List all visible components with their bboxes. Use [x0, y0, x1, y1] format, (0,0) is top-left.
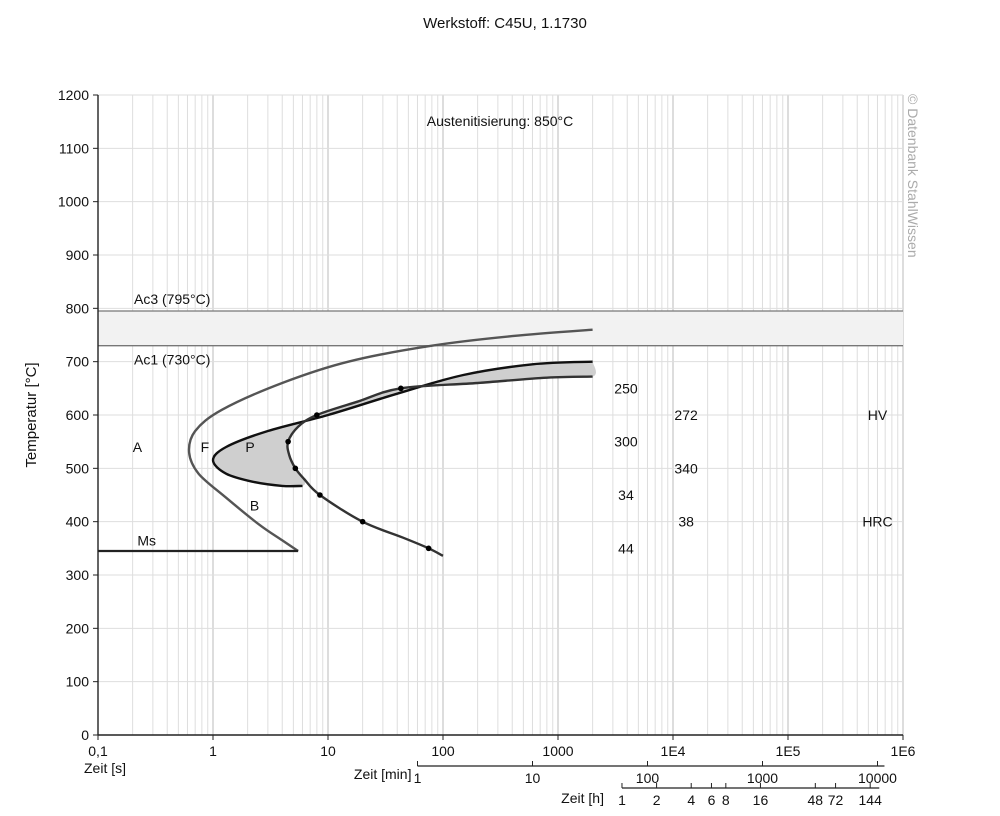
ac1-label: Ac1 (730°C) — [134, 352, 210, 368]
x-tick-label-minutes: 10 — [525, 770, 541, 786]
x-tick-label-seconds: 1E4 — [661, 743, 686, 759]
x-tick-label-minutes: 1000 — [747, 770, 778, 786]
curves — [98, 328, 596, 557]
y-tick-label: 900 — [66, 247, 90, 263]
ferrite-start-curve — [187, 328, 593, 552]
curve-marker — [314, 412, 320, 418]
hardness-hrc-value: 44 — [618, 540, 634, 556]
curve-marker — [292, 465, 299, 472]
y-tick-label: 200 — [66, 620, 90, 636]
hardness-hrc-value: 38 — [678, 514, 694, 530]
watermark: © Datenbank StahlWissen — [905, 94, 921, 258]
x-tick-label-seconds: 1 — [209, 743, 217, 759]
hardness-hv-value: 340 — [674, 460, 698, 476]
x-tick-label-hours: 72 — [828, 792, 844, 808]
curve-marker — [285, 438, 291, 445]
x-tick-label-seconds: 1E6 — [891, 743, 916, 759]
y-tick-label: 1200 — [58, 87, 89, 103]
x-tick-label-seconds: 0,1 — [88, 743, 108, 759]
axes: 0100200300400500600700800900100011001200… — [58, 87, 916, 808]
ac-band-fill — [98, 311, 903, 346]
region-label: A — [133, 439, 143, 455]
pearlite-end-curve — [286, 375, 593, 557]
y-tick-label: 100 — [66, 674, 90, 690]
y-tick-label: 0 — [81, 727, 89, 743]
y-tick-label: 800 — [66, 300, 90, 316]
pearlite-start-curve — [211, 360, 593, 488]
x-axis-title-minutes: Zeit [min] — [354, 766, 412, 782]
grid — [97, 94, 904, 736]
x-axis-title-seconds: Zeit [s] — [84, 760, 126, 776]
hrc-label: HRC — [862, 514, 892, 530]
curve-marker — [425, 545, 432, 552]
hv-label: HV — [868, 407, 888, 423]
x-tick-label-hours: 48 — [808, 792, 824, 808]
region-label: P — [245, 439, 254, 455]
labels: Ac3 (795°C) Ac1 (730°C) A F P B Ms 250 272 300 340… — [133, 291, 893, 556]
austenitizing-label: Austenitisierung: 850°C — [427, 113, 573, 129]
curve-marker — [398, 385, 404, 392]
y-tick-label: 1000 — [58, 194, 89, 210]
chart-title: Werkstoff: C45U, 1.1730 — [423, 15, 587, 32]
x-tick-label-hours: 144 — [859, 792, 883, 808]
y-tick-label: 1100 — [59, 140, 89, 156]
region-label: Ms — [137, 532, 156, 548]
x-tick-label-seconds: 1E5 — [776, 743, 801, 759]
curve-marker — [359, 518, 366, 525]
ac3-label: Ac3 (795°C) — [134, 291, 210, 307]
x-tick-label-hours: 8 — [722, 792, 730, 808]
region-label: F — [201, 439, 210, 455]
pearlite-region — [213, 361, 596, 487]
hardness-hv-value: 272 — [674, 407, 698, 423]
x-tick-label-minutes: 100 — [636, 770, 660, 786]
x-tick-label-hours: 1 — [618, 792, 626, 808]
hardness-hrc-value: 34 — [618, 487, 634, 503]
hardness-hv-value: 300 — [614, 434, 638, 450]
x-tick-label-minutes: 10000 — [858, 770, 897, 786]
x-tick-label-hours: 6 — [708, 792, 716, 808]
x-tick-label-hours: 2 — [653, 792, 661, 808]
x-tick-label-minutes: 1 — [414, 770, 422, 786]
curve-marker — [317, 492, 323, 498]
x-axis-title-hours: Zeit [h] — [561, 790, 604, 806]
y-tick-label: 700 — [66, 354, 90, 370]
y-axis-title: Temperatur [°C] — [23, 362, 40, 467]
region-label: B — [250, 498, 259, 514]
hardness-hv-value: 250 — [614, 380, 638, 396]
y-tick-label: 400 — [66, 514, 90, 530]
x-tick-label-seconds: 100 — [431, 743, 455, 759]
x-tick-label-hours: 4 — [687, 792, 695, 808]
x-tick-label-seconds: 10 — [320, 743, 336, 759]
y-tick-label: 300 — [66, 567, 90, 583]
ac-band — [98, 310, 903, 347]
markers — [285, 385, 432, 552]
y-tick-label: 600 — [66, 407, 90, 423]
x-tick-label-seconds: 1000 — [542, 743, 573, 759]
y-tick-label: 500 — [66, 460, 90, 476]
x-tick-label-hours: 16 — [753, 792, 769, 808]
